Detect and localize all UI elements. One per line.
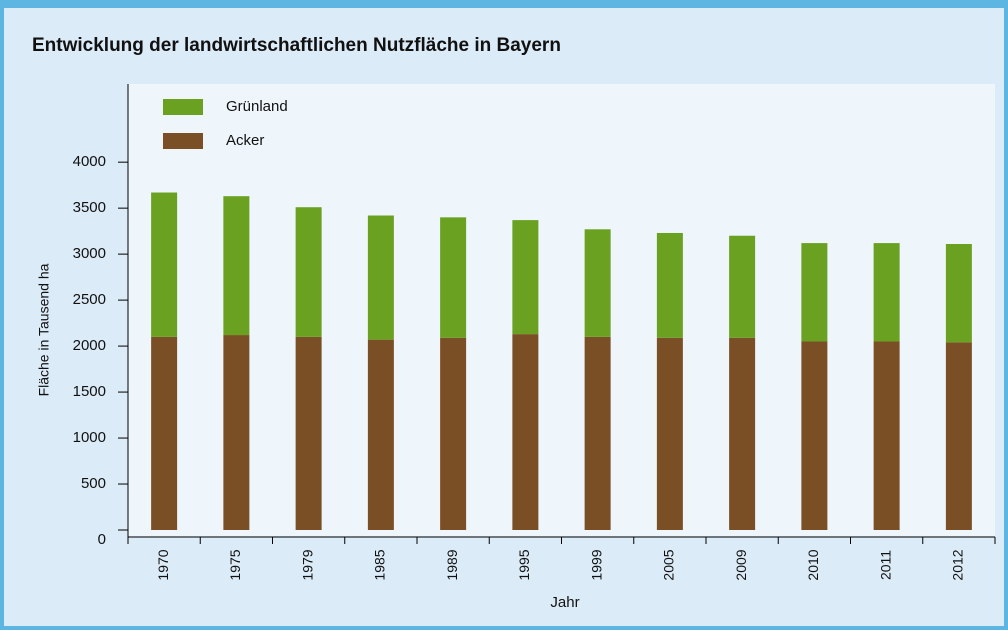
x-tick-label: 2005: [661, 549, 677, 580]
y-tick-label: 1000: [73, 429, 106, 446]
bar-segment: [873, 341, 900, 530]
bar-segment: [656, 337, 683, 530]
bar-segment: [367, 215, 394, 340]
bar-segment: [801, 243, 828, 342]
y-tick-label: 3500: [73, 199, 106, 216]
y-tick-label: 500: [81, 475, 106, 492]
bar-segment: [440, 217, 467, 338]
bar-segment: [223, 196, 250, 336]
bar-segment: [151, 336, 178, 530]
chart-title: Entwicklung der landwirtschaftlichen Nut…: [32, 35, 561, 56]
bar-segment: [512, 334, 539, 530]
x-tick-label: 1979: [299, 549, 315, 580]
frame-top: [4, 4, 1004, 8]
x-tick-label: 2009: [733, 549, 749, 580]
bar-segment: [945, 244, 972, 343]
bar-segment: [729, 337, 756, 530]
x-tick-label: 1989: [444, 549, 460, 580]
legend-swatch: [163, 99, 203, 115]
y-tick-label: 2000: [73, 337, 106, 354]
x-tick-label: 2010: [805, 549, 821, 580]
bar-segment: [584, 336, 611, 530]
bar-segment: [295, 207, 322, 337]
x-tick-label: 1985: [372, 549, 388, 580]
bar-segment: [945, 342, 972, 530]
legend-label: Acker: [226, 132, 264, 149]
plot-area: [128, 84, 995, 536]
x-tick-label: 1970: [155, 549, 171, 580]
x-tick-label: 2012: [950, 549, 966, 580]
bar-segment: [801, 341, 828, 530]
x-tick-label: 1995: [516, 549, 532, 580]
bar-segment: [440, 337, 467, 530]
bar-segment: [873, 243, 900, 342]
y-tick-label: 3000: [73, 245, 106, 262]
bar-segment: [729, 235, 756, 338]
x-tick-label: 1975: [227, 549, 243, 580]
x-axis-label: Jahr: [550, 594, 579, 611]
bar-segment: [151, 192, 178, 337]
bar-segment: [656, 232, 683, 338]
y-tick-label: 2500: [73, 291, 106, 308]
y-tick-label: 1500: [73, 383, 106, 400]
x-tick-label: 2011: [877, 550, 893, 580]
bar-segment: [512, 220, 539, 335]
bar-segment: [223, 335, 250, 530]
y-tick-label: 0: [98, 531, 106, 548]
x-tick-label: 1999: [588, 549, 604, 580]
legend-label: Grünland: [226, 98, 288, 115]
bar-segment: [367, 339, 394, 530]
legend-swatch: [163, 133, 203, 149]
y-tick-label: 4000: [73, 153, 106, 170]
bar-segment: [295, 336, 322, 530]
y-axis-label: Fläche in Tausend ha: [36, 263, 52, 396]
bar-segment: [584, 229, 611, 337]
